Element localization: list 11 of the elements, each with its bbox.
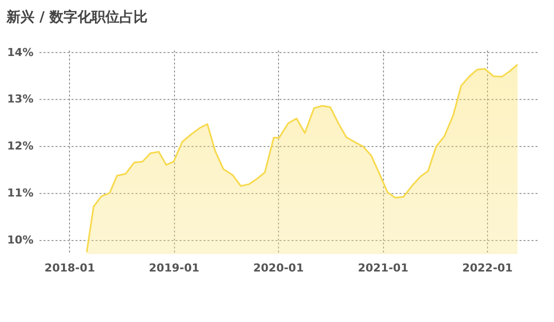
- x-tick-label: 2022-01: [462, 262, 513, 274]
- x-tick-label: 2019-01: [148, 262, 200, 274]
- x-tick-label: 2020-01: [253, 262, 304, 274]
- y-tick-label: 12%: [7, 140, 34, 153]
- x-tick-label: 2021-01: [358, 262, 408, 274]
- y-tick-label: 10%: [7, 233, 34, 246]
- x-tick-label: 2018-01: [44, 262, 96, 274]
- y-tick-label: 11%: [7, 186, 34, 200]
- y-tick-label: 13%: [7, 92, 34, 106]
- chart-title: 新兴 / 数字化职位占比: [6, 8, 148, 26]
- y-tick-label: 14%: [7, 46, 34, 59]
